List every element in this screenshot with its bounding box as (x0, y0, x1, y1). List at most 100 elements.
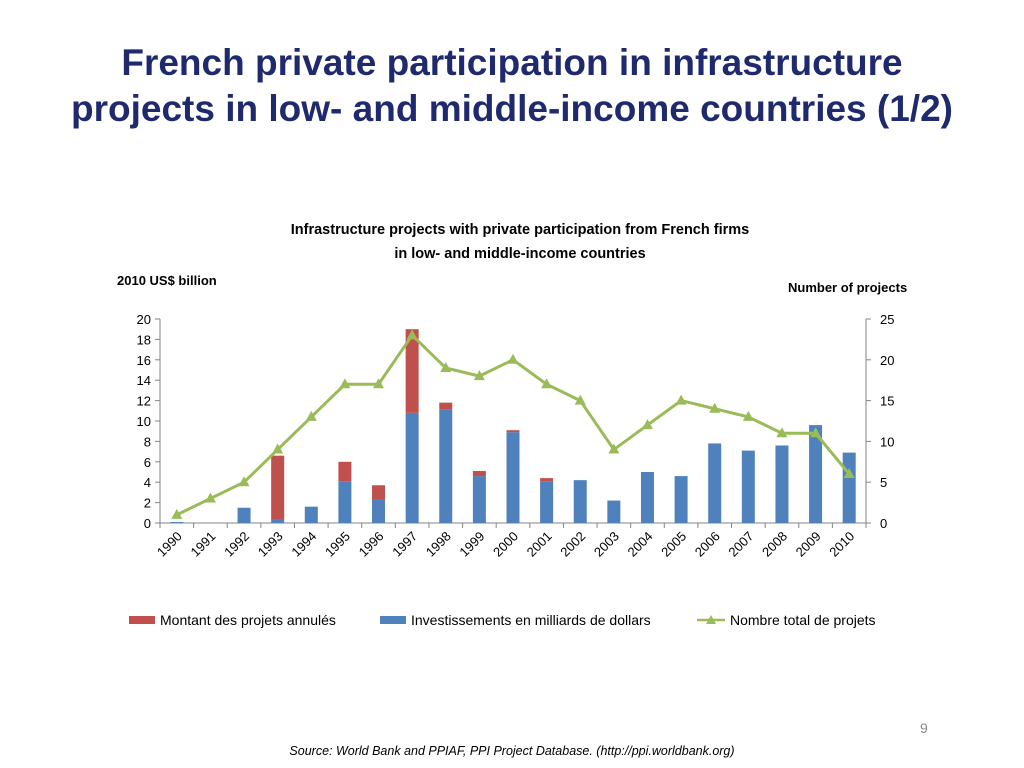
left-tick-label: 14 (137, 373, 151, 388)
x-tick-label: 2001 (524, 529, 555, 560)
investment-bar (372, 499, 386, 523)
project-count-marker (272, 443, 284, 454)
cancelled-bar (405, 329, 419, 413)
left-tick-label: 18 (137, 332, 151, 347)
investment-bar (708, 443, 722, 523)
x-tick-label: 2007 (725, 529, 756, 560)
project-count-marker (675, 394, 687, 405)
x-tick-label: 1992 (221, 529, 252, 560)
cancelled-bar (271, 455, 285, 520)
investment-bar (674, 476, 688, 523)
cancelled-bar (540, 478, 554, 482)
investment-bar (573, 480, 587, 523)
legend-swatch-investments (380, 616, 406, 624)
x-tick-label: 1990 (154, 529, 185, 560)
cancelled-bar (338, 461, 352, 482)
project-count-marker (810, 427, 822, 438)
project-count-marker (776, 427, 788, 438)
slide-title: French private participation in infrastr… (20, 40, 1004, 132)
cancelled-bar (372, 485, 386, 500)
slide-title-line-1: French private participation in infrastr… (121, 42, 903, 83)
investment-bar (472, 476, 486, 523)
page-number: 9 (920, 720, 928, 736)
x-tick-label: 2002 (557, 529, 588, 560)
x-tick-label: 2005 (658, 529, 689, 560)
project-count-marker (742, 410, 754, 421)
project-count-marker (709, 402, 721, 413)
project-count-marker (507, 353, 519, 364)
investment-bar (170, 521, 184, 523)
investment-bar (506, 432, 520, 523)
x-tick-label: 1991 (187, 529, 218, 560)
chart-title-line-1: Infrastructure projects with private par… (290, 222, 750, 238)
left-tick-label: 10 (137, 414, 151, 429)
legend-item-project-count: Nombre total de projets (697, 612, 876, 628)
x-tick-label: 2000 (490, 529, 521, 560)
left-tick-label: 6 (144, 455, 151, 470)
investment-bar (439, 409, 453, 523)
project-count-marker (373, 378, 385, 389)
project-count-marker (406, 329, 418, 340)
x-tick-label: 1996 (356, 529, 387, 560)
investment-bar (809, 425, 823, 523)
legend-label-cancelled: Montant des projets annulés (160, 612, 336, 628)
left-tick-label: 16 (137, 353, 151, 368)
project-count-marker (608, 443, 620, 454)
x-tick-label: 1993 (255, 529, 286, 560)
investment-bar (237, 507, 251, 523)
project-count-marker (305, 410, 317, 421)
investment-bar (405, 412, 419, 523)
project-count-marker (339, 378, 351, 389)
legend-label-project-count: Nombre total de projets (730, 612, 876, 628)
legend-item-investments: Investissements en milliards de dollars (380, 612, 651, 628)
left-tick-label: 0 (144, 516, 151, 531)
investment-bar (741, 450, 755, 523)
investment-bar (842, 452, 856, 523)
source-note: Source: World Bank and PPIAF, PPI Projec… (289, 744, 735, 758)
cancelled-bar (439, 402, 453, 410)
chart-title: Infrastructure projects with private par… (170, 218, 870, 266)
x-tick-label: 1998 (423, 529, 454, 560)
investment-bar (304, 506, 318, 523)
project-count-marker (541, 378, 553, 389)
investment-bar (338, 481, 352, 523)
project-count-marker (574, 394, 586, 405)
x-tick-label: 2008 (759, 529, 790, 560)
investment-bar (271, 519, 285, 523)
right-tick-label: 25 (880, 312, 894, 327)
x-tick-label: 2010 (826, 529, 857, 560)
x-tick-label: 2004 (625, 529, 656, 560)
right-axis-title: Number of projects (788, 280, 908, 295)
investment-bar (607, 500, 621, 523)
left-tick-label: 20 (137, 312, 151, 327)
left-tick-label: 2 (144, 496, 151, 511)
chart-title-line-2: in low- and middle-income countries (394, 246, 646, 262)
project-count-marker (843, 468, 855, 479)
x-tick-label: 1995 (322, 529, 353, 560)
left-tick-label: 4 (144, 475, 151, 490)
investment-bar (640, 472, 654, 523)
project-count-marker (440, 361, 452, 372)
x-tick-label: 2003 (591, 529, 622, 560)
cancelled-bar (472, 470, 486, 477)
right-tick-label: 10 (880, 434, 894, 449)
x-tick-label: 1994 (288, 529, 319, 560)
project-count-marker (473, 370, 485, 381)
project-count-marker (171, 508, 183, 519)
investment-bar (540, 481, 554, 523)
project-count-marker (204, 492, 216, 503)
project-count-marker (238, 476, 250, 487)
x-tick-label: 2006 (692, 529, 723, 560)
left-tick-label: 12 (137, 394, 151, 409)
right-tick-label: 5 (880, 475, 887, 490)
left-axis-title: 2010 US$ billion (117, 273, 217, 288)
investment-bar (775, 445, 789, 523)
right-tick-label: 15 (880, 394, 894, 409)
legend-line-marker-icon (697, 615, 725, 624)
right-tick-label: 0 (880, 516, 887, 531)
left-tick-label: 8 (144, 434, 151, 449)
legend-item-cancelled: Montant des projets annulés (129, 612, 336, 628)
legend-swatch-cancelled (129, 616, 155, 624)
x-tick-label: 1999 (456, 529, 487, 560)
right-tick-label: 20 (880, 353, 894, 368)
